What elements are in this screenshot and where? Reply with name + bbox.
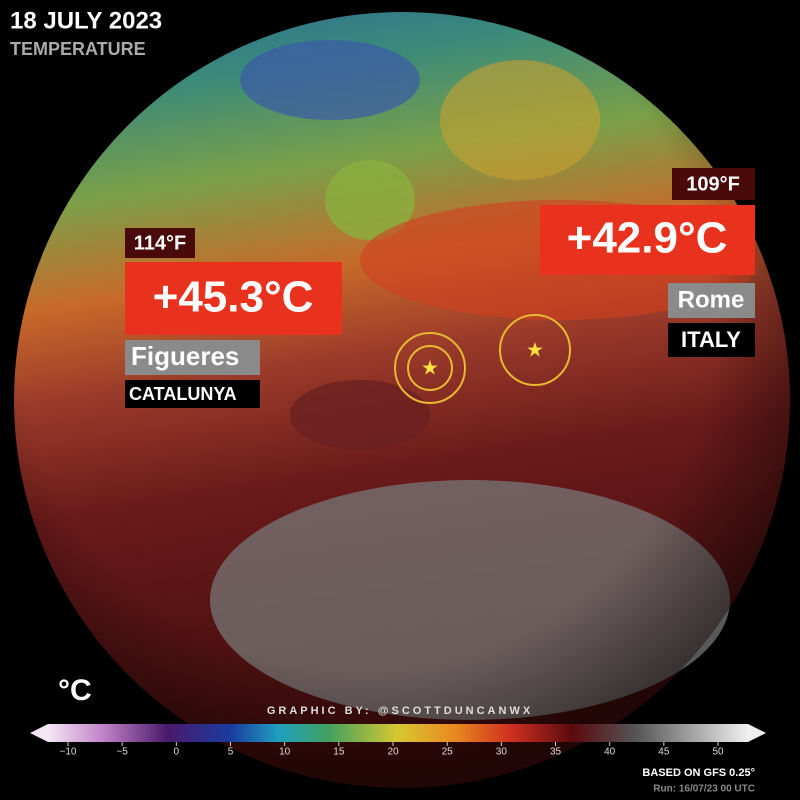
fahrenheit: 109°F — [686, 173, 740, 195]
unit: °C — [58, 674, 92, 707]
colorbar-ticks: −10 −5 0 5 10 15 20 25 30 35 40 45 50 — [60, 742, 724, 758]
star: ★ — [526, 339, 544, 361]
source: BASED ON GFS 0.25° — [642, 767, 755, 779]
marker-ring — [407, 345, 453, 391]
colorbar-end — [30, 724, 48, 742]
tick-label: 45 — [658, 747, 670, 758]
tick-label: 20 — [387, 747, 399, 758]
tick-label: 30 — [496, 747, 508, 758]
region-box — [668, 323, 755, 357]
subtitle: TEMPERATURE — [10, 39, 146, 59]
tick-label: −5 — [116, 747, 128, 758]
marker-ring — [499, 314, 571, 386]
city-box — [125, 340, 260, 375]
city: Figueres — [131, 341, 239, 371]
tick-label: 10 — [279, 747, 291, 758]
tick-label: 35 — [550, 747, 562, 758]
date: 18 JULY 2023 — [10, 7, 162, 34]
region: ITALY — [681, 327, 741, 352]
colorbar-end — [748, 724, 766, 742]
region: CATALUNYA — [129, 384, 237, 404]
region-box — [125, 380, 260, 408]
fahrenheit: 114°F — [134, 232, 186, 254]
marker-ring — [394, 332, 466, 404]
celsius: +45.3°C — [153, 273, 314, 322]
c-box — [125, 262, 342, 335]
colorbar — [48, 724, 748, 742]
f-box — [125, 228, 195, 258]
tick-label: 25 — [442, 747, 454, 758]
c-box — [540, 205, 755, 275]
run: Run: 16/07/23 00 UTC — [653, 784, 755, 795]
tick-label: 15 — [333, 747, 345, 758]
tick-label: −10 — [60, 747, 77, 758]
tick-label: 5 — [228, 747, 234, 758]
city-box — [668, 283, 755, 318]
credit: GRAPHIC BY: @SCOTTDUNCANWX — [267, 705, 533, 717]
tick-label: 0 — [174, 747, 180, 758]
city: Rome — [678, 286, 745, 313]
star: ★ — [421, 357, 439, 379]
tick-label: 40 — [604, 747, 616, 758]
celsius: +42.9°C — [567, 214, 728, 263]
tick-label: 50 — [712, 747, 724, 758]
f-box — [672, 168, 755, 200]
